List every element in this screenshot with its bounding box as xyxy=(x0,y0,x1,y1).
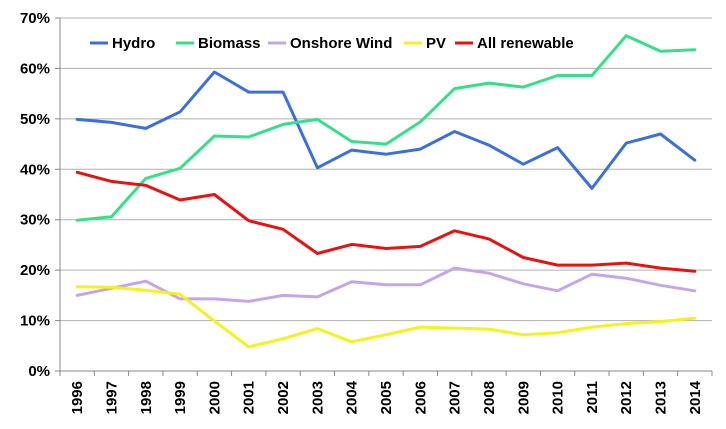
legend-label: PV xyxy=(426,35,446,52)
x-tick-label: 2000 xyxy=(206,381,223,414)
x-tick-label: 2004 xyxy=(344,380,361,414)
series-lines xyxy=(75,34,697,349)
x-tick-label: 2010 xyxy=(550,381,567,414)
x-axis-tick-labels: 1996 1997 1998 1999 2000 2001 2002 2003 2004 2005… xyxy=(69,380,704,414)
x-tick-label: 2003 xyxy=(309,381,326,414)
x-tick-label: 2008 xyxy=(481,381,498,414)
legend-item-onshore-wind: Onshore Wind xyxy=(268,35,392,52)
x-tick-label: 2014 xyxy=(687,380,704,414)
x-tick-label: 2007 xyxy=(447,381,464,414)
x-tick-label: 2013 xyxy=(653,381,670,414)
x-tick-label: 1996 xyxy=(69,381,86,414)
y-tick-label: 10% xyxy=(20,313,50,330)
legend-label: All renewable xyxy=(477,35,574,52)
legend-label: Hydro xyxy=(112,35,155,52)
x-tick-label: 1998 xyxy=(138,381,155,414)
series-line-onshore-wind xyxy=(75,266,697,303)
y-tick-label: 50% xyxy=(20,111,50,128)
legend-item-hydro: Hydro xyxy=(90,35,155,52)
x-tick-label: 2011 xyxy=(584,381,601,414)
y-axis-tick-labels: 0% 10% 20% 30% 40% 50% 60% 70% xyxy=(20,10,50,380)
series-line-biomass xyxy=(75,34,697,222)
y-tick-label: 60% xyxy=(20,60,50,77)
y-tick-label: 0% xyxy=(28,363,50,380)
legend: Hydro Biomass Onshore Wind PV All renewable xyxy=(90,35,574,52)
x-tick-label: 1997 xyxy=(103,381,120,414)
legend-item-pv: PV xyxy=(404,35,446,52)
y-tick-label: 70% xyxy=(20,10,50,27)
x-tick-label: 2006 xyxy=(412,381,429,414)
x-tick-label: 2001 xyxy=(241,381,258,414)
y-tick-label: 30% xyxy=(20,212,50,229)
x-tick-label: 1999 xyxy=(172,381,189,414)
y-tick-label: 20% xyxy=(20,262,50,279)
x-tick-label: 2012 xyxy=(618,381,635,414)
y-tick-label: 40% xyxy=(20,161,50,178)
grid-lines xyxy=(60,17,712,322)
series-line-pv xyxy=(75,285,697,349)
legend-item-biomass: Biomass xyxy=(176,35,261,52)
x-tick-label: 2002 xyxy=(275,381,292,414)
series-line-all-renewable xyxy=(75,170,697,273)
legend-label: Onshore Wind xyxy=(290,35,392,52)
series-line-hydro xyxy=(75,70,697,190)
x-tick-label: 2009 xyxy=(515,381,532,414)
legend-label: Biomass xyxy=(198,35,261,52)
axes xyxy=(55,17,713,376)
legend-item-all-renewable: All renewable xyxy=(455,35,574,52)
x-tick-label: 2005 xyxy=(378,381,395,414)
